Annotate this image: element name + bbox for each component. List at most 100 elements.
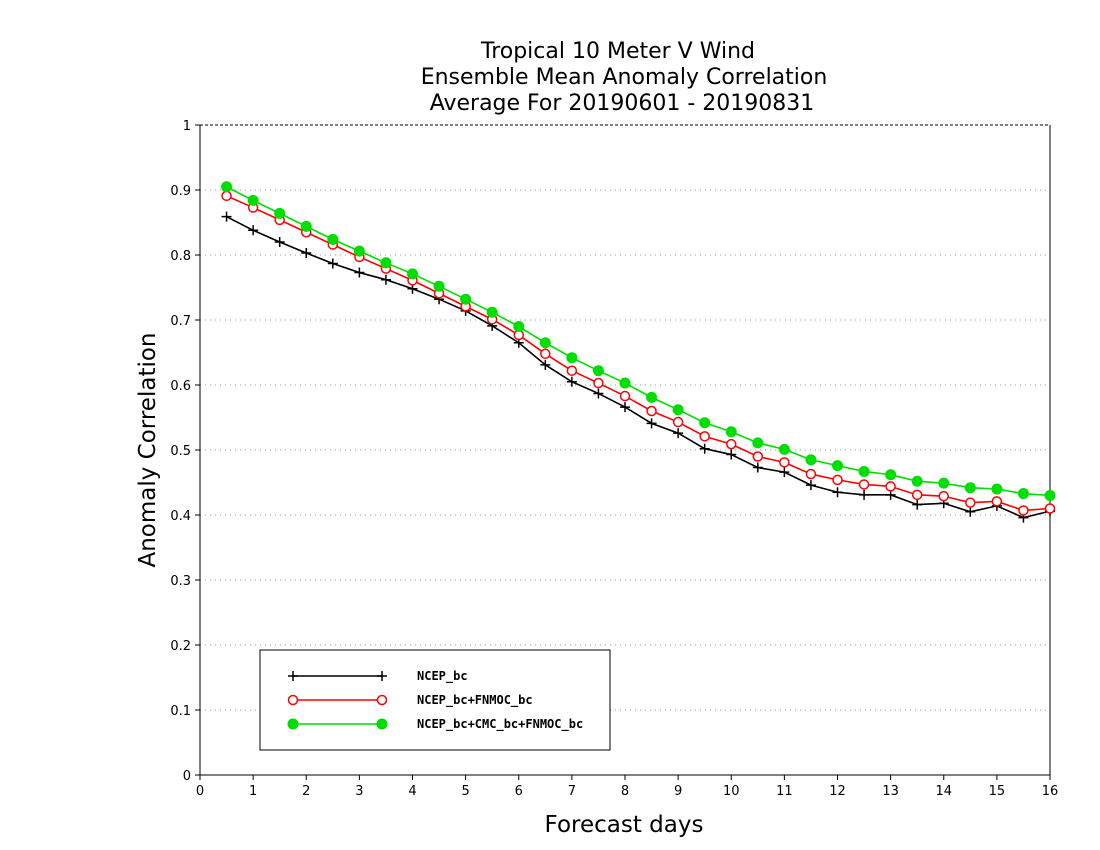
series-line bbox=[226, 186, 1051, 497]
data-point bbox=[726, 438, 737, 450]
x-tick-label: 12 bbox=[829, 784, 846, 799]
data-point bbox=[407, 268, 418, 280]
x-tick-label: 5 bbox=[461, 784, 469, 799]
data-point bbox=[593, 377, 604, 389]
data-point bbox=[221, 211, 232, 222]
data-point bbox=[540, 359, 551, 370]
y-tick-label: 0.7 bbox=[170, 314, 191, 329]
gridlines bbox=[200, 189, 1050, 711]
chart-title: Tropical 10 Meter V Wind Ensemble Mean A… bbox=[421, 39, 828, 116]
x-tick-label: 11 bbox=[776, 784, 793, 799]
y-tick-label: 1 bbox=[183, 119, 191, 134]
data-point bbox=[938, 477, 950, 489]
data-point bbox=[938, 490, 949, 502]
x-tick-label: 1 bbox=[249, 784, 257, 799]
data-point bbox=[912, 499, 923, 510]
data-point bbox=[380, 257, 392, 269]
data-point bbox=[274, 207, 286, 219]
series-NCEP_bc+CMC_bc+FNMOC_bc bbox=[221, 181, 1056, 501]
data-point bbox=[911, 489, 923, 501]
data-point bbox=[646, 418, 657, 429]
data-point bbox=[991, 496, 1003, 507]
data-point bbox=[1044, 490, 1056, 501]
data-point bbox=[672, 404, 684, 416]
series-line bbox=[226, 195, 1051, 512]
series-NCEP_bc bbox=[221, 211, 1055, 523]
data-point bbox=[964, 482, 976, 494]
data-point bbox=[539, 337, 551, 349]
title-line-1: Tropical 10 Meter V Wind bbox=[480, 39, 755, 64]
title-line-2: Ensemble Mean Anomaly Correlation bbox=[421, 65, 828, 90]
data-point bbox=[699, 443, 710, 454]
data-point bbox=[248, 225, 259, 236]
data-point bbox=[752, 451, 764, 462]
legend-marker bbox=[287, 694, 299, 706]
data-point bbox=[885, 469, 897, 481]
y-tick-label: 0.8 bbox=[170, 249, 191, 264]
legend-item: NCEP_bc+CMC_bc+FNMOC_bc bbox=[287, 717, 583, 732]
legend-item: NCEP_bc+FNMOC_bc bbox=[287, 693, 533, 708]
data-series bbox=[221, 181, 1056, 523]
legend: NCEP_bc NCEP_bc+FNMOC_bc NCEP_bc+CMC_bc+FN… bbox=[259, 649, 611, 751]
title-line-3: Average For 20190601 - 20190831 bbox=[430, 91, 815, 116]
data-point bbox=[566, 352, 578, 364]
axes: 00.10.20.30.40.50.60.70.80.910 1 2 3 4 5 6 7 8 9 1… bbox=[170, 119, 1058, 799]
data-point bbox=[699, 417, 711, 429]
legend-marker bbox=[376, 718, 388, 730]
x-tick-label: 13 bbox=[882, 784, 899, 799]
data-point bbox=[726, 449, 737, 460]
x-tick-label: 14 bbox=[935, 784, 952, 799]
y-tick-label: 0.9 bbox=[170, 184, 191, 199]
x-tick-label: 0 bbox=[196, 784, 204, 799]
data-point bbox=[1017, 488, 1029, 500]
legend-marker bbox=[377, 671, 387, 681]
y-tick-label: 0.3 bbox=[170, 574, 191, 589]
data-point bbox=[1044, 503, 1056, 514]
series-NCEP_bc+FNMOC_bc bbox=[221, 190, 1056, 516]
legend-marker bbox=[287, 718, 299, 730]
data-point bbox=[620, 402, 630, 413]
x-tick-label: 4 bbox=[408, 784, 416, 799]
x-tick-label: 6 bbox=[515, 784, 523, 799]
y-tick-label: 0.2 bbox=[170, 639, 191, 654]
data-point bbox=[593, 388, 604, 399]
x-axis-label: Forecast days bbox=[545, 812, 704, 838]
data-point bbox=[965, 497, 976, 508]
data-point bbox=[672, 416, 684, 428]
data-point bbox=[486, 306, 498, 318]
data-point bbox=[460, 293, 472, 305]
data-point bbox=[513, 321, 525, 332]
data-point bbox=[540, 348, 551, 360]
x-tick-label: 3 bbox=[355, 784, 363, 799]
legend-label: NCEP_bc+FNMOC_bc bbox=[417, 693, 533, 708]
y-tick-label: 0.1 bbox=[170, 704, 191, 719]
data-point bbox=[354, 267, 365, 278]
x-tick-label: 7 bbox=[568, 784, 576, 799]
x-tick-label: 10 bbox=[723, 784, 740, 799]
data-point bbox=[885, 481, 896, 492]
y-tick-label: 0.5 bbox=[170, 444, 191, 459]
data-point bbox=[221, 181, 233, 193]
data-point bbox=[779, 467, 790, 478]
data-point bbox=[911, 475, 923, 487]
y-tick-label: 0.4 bbox=[170, 509, 191, 524]
data-point bbox=[247, 194, 259, 206]
legend-label: NCEP_bc+CMC_bc+FNMOC_bc bbox=[417, 717, 583, 732]
data-point bbox=[832, 460, 843, 472]
legend-marker bbox=[288, 671, 298, 681]
data-point bbox=[646, 391, 658, 403]
y-axis-label: Anomaly Correlation bbox=[135, 332, 161, 567]
data-point bbox=[566, 365, 578, 376]
data-point bbox=[752, 462, 763, 473]
data-point bbox=[778, 443, 790, 455]
data-point bbox=[646, 405, 657, 417]
data-point bbox=[327, 233, 339, 245]
y-tick-label: 0.6 bbox=[170, 379, 191, 394]
data-point bbox=[805, 468, 817, 480]
data-point bbox=[858, 479, 870, 490]
data-point bbox=[725, 426, 737, 438]
data-point bbox=[300, 220, 312, 232]
data-point bbox=[779, 457, 790, 468]
x-tick-label: 2 bbox=[302, 784, 310, 799]
legend-item: NCEP_bc bbox=[288, 669, 468, 684]
